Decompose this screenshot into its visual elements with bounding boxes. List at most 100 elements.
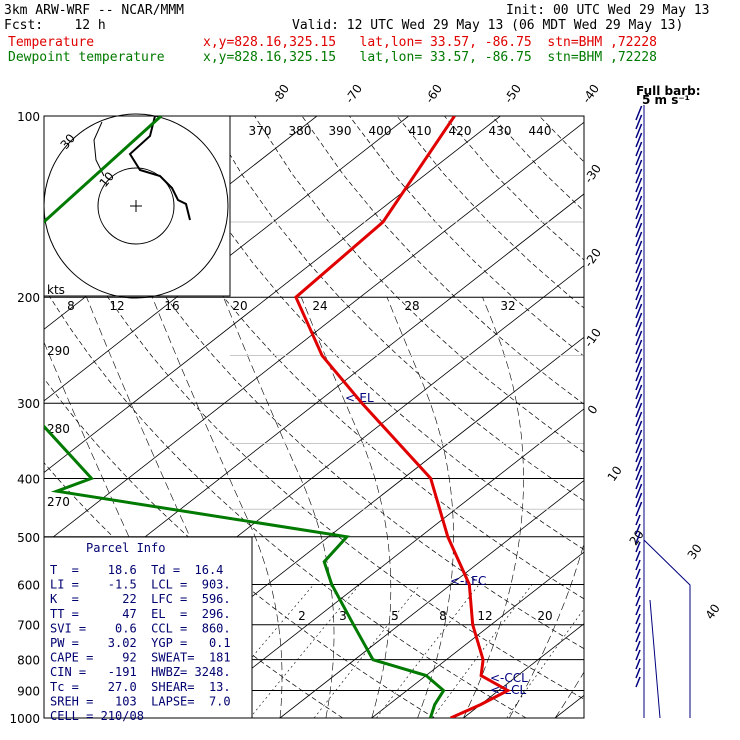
wind-barb [635, 676, 641, 688]
valid-time: Valid: 12 UTC Wed 29 May 13 (06 MDT Wed … [292, 18, 684, 33]
wind-barb [635, 501, 643, 517]
mixing-ratio-line [313, 584, 421, 718]
moist-adiabat-line [554, 671, 584, 718]
marker-ccl: <-CCL [490, 671, 528, 685]
profiles [44, 116, 511, 718]
wind-barb [635, 204, 643, 220]
pressure-tick-label: 400 [17, 472, 40, 486]
pressure-tick-label: 300 [17, 397, 40, 411]
wind-barb [635, 393, 643, 409]
parcel-row: PW = 3.02 YGP = 0.1 [50, 636, 231, 650]
wind-barb [635, 105, 643, 121]
parcel-row: CIN = -191 HWBZ= 3248. [50, 665, 231, 679]
theta-label: 400 [369, 124, 392, 138]
pressure-tick-label: 700 [17, 619, 40, 633]
parcel-row: SVI = 0.6 CCL = 860. [50, 621, 231, 635]
wind-barb [635, 631, 641, 643]
mixing-ratio-label: 5 [391, 609, 399, 623]
isotherm-line [44, 193, 584, 617]
pressure-tick-label: 1000 [9, 712, 40, 726]
wind-barb [635, 474, 643, 490]
pressure-tick-label: 600 [17, 578, 40, 592]
wind-barb [635, 168, 643, 184]
wind-barb [635, 532, 641, 544]
wind-barb [635, 640, 641, 652]
hodograph-speed-label: 28 [404, 299, 419, 313]
isotherm-label: -70 [342, 82, 365, 106]
theta-label: 440 [529, 124, 552, 138]
moist-adiabat-line [301, 297, 392, 718]
isotherm-line [554, 694, 584, 718]
theta-e-label: 280 [47, 422, 70, 436]
wind-barb [635, 550, 641, 562]
hodograph-speed-label: 16 [164, 299, 179, 313]
isotherm-line [647, 116, 740, 718]
theta-label: 430 [489, 124, 512, 138]
isotherm-label: 40 [703, 601, 723, 622]
model-title: 3km ARW-WRF -- NCAR/MMM [4, 3, 185, 18]
wind-barb [635, 541, 641, 553]
dry-adiabat-line [729, 116, 740, 718]
theta-label: 380 [289, 124, 312, 138]
barb-legend-title: Full barb: [636, 84, 701, 98]
dry-adiabat-line [44, 182, 584, 700]
wind-barb [635, 447, 643, 463]
temperature-profile [294, 116, 511, 718]
hodograph-trace [128, 115, 191, 221]
isotherm-line [463, 623, 584, 718]
mixing-ratio-line [506, 608, 584, 718]
dry-adiabat-line [587, 116, 740, 718]
wind-barb [635, 285, 643, 301]
dry-adiabat-line [44, 286, 527, 718]
parcel-row: TT = 47 EL = 296. [50, 607, 231, 621]
dry-adiabat-line [301, 116, 584, 405]
hodograph-speed-label: 20 [232, 299, 247, 313]
wind-barb [635, 348, 643, 364]
parcel-info-box: Parcel Info T = 18.6 Td = 16.4LI = -1.5 L… [43, 536, 253, 723]
parcel-row: CAPE = 92 SWEAT= 181 [50, 651, 231, 665]
wind-barbs [635, 105, 691, 719]
theta-e-label: 270 [47, 495, 70, 509]
barb-guide [643, 539, 691, 719]
isotherm-label: 0 [585, 403, 601, 417]
wind-barb [635, 465, 643, 481]
parcel-row: CELL = 210/08 [50, 709, 144, 723]
wind-barb [635, 195, 643, 211]
wind-barb [635, 267, 643, 283]
isotherm-line [44, 121, 584, 545]
hodograph-speed-label: 32 [500, 299, 515, 313]
parcel-row: SREH = 103 LAPSE= 7.0 [50, 694, 231, 708]
mixing-ratio-label: 20 [537, 609, 552, 623]
hodograph-speed-label: 8 [67, 299, 75, 313]
mixing-ratio-label: 8 [439, 609, 447, 623]
pressure-tick-label: 800 [17, 654, 40, 668]
moist-adiabat-line [386, 297, 454, 718]
isotherm-line [371, 551, 584, 718]
parcel-row: K = 22 LFC = 596. [50, 592, 231, 606]
theta-label: 410 [409, 124, 432, 138]
isotherm-line [188, 408, 584, 718]
wind-barb [635, 177, 643, 193]
wind-barb [635, 132, 643, 148]
wind-barb [635, 411, 643, 427]
isotherm-label: 30 [685, 541, 705, 562]
isotherm-label: 10 [605, 463, 625, 484]
temperature-legend: Temperature [8, 35, 95, 50]
wind-barb [635, 523, 641, 535]
moist-adiabat-line [463, 297, 524, 718]
isotherm-line [44, 116, 501, 474]
theta-label: 420 [449, 124, 472, 138]
dry-adiabat-line [64, 116, 584, 650]
isotherm-label: -10 [581, 326, 604, 350]
isotherm-line [44, 116, 409, 402]
theta-e-label: 290 [47, 344, 70, 358]
wind-barb [635, 150, 643, 166]
wind-barb [635, 568, 641, 580]
isotherm-label: -60 [422, 82, 445, 106]
wind-barb [635, 375, 643, 391]
wind-barb [635, 303, 643, 319]
wind-barb [635, 438, 643, 454]
mixing-ratio-label: 12 [477, 609, 492, 623]
wind-barb [635, 222, 643, 238]
